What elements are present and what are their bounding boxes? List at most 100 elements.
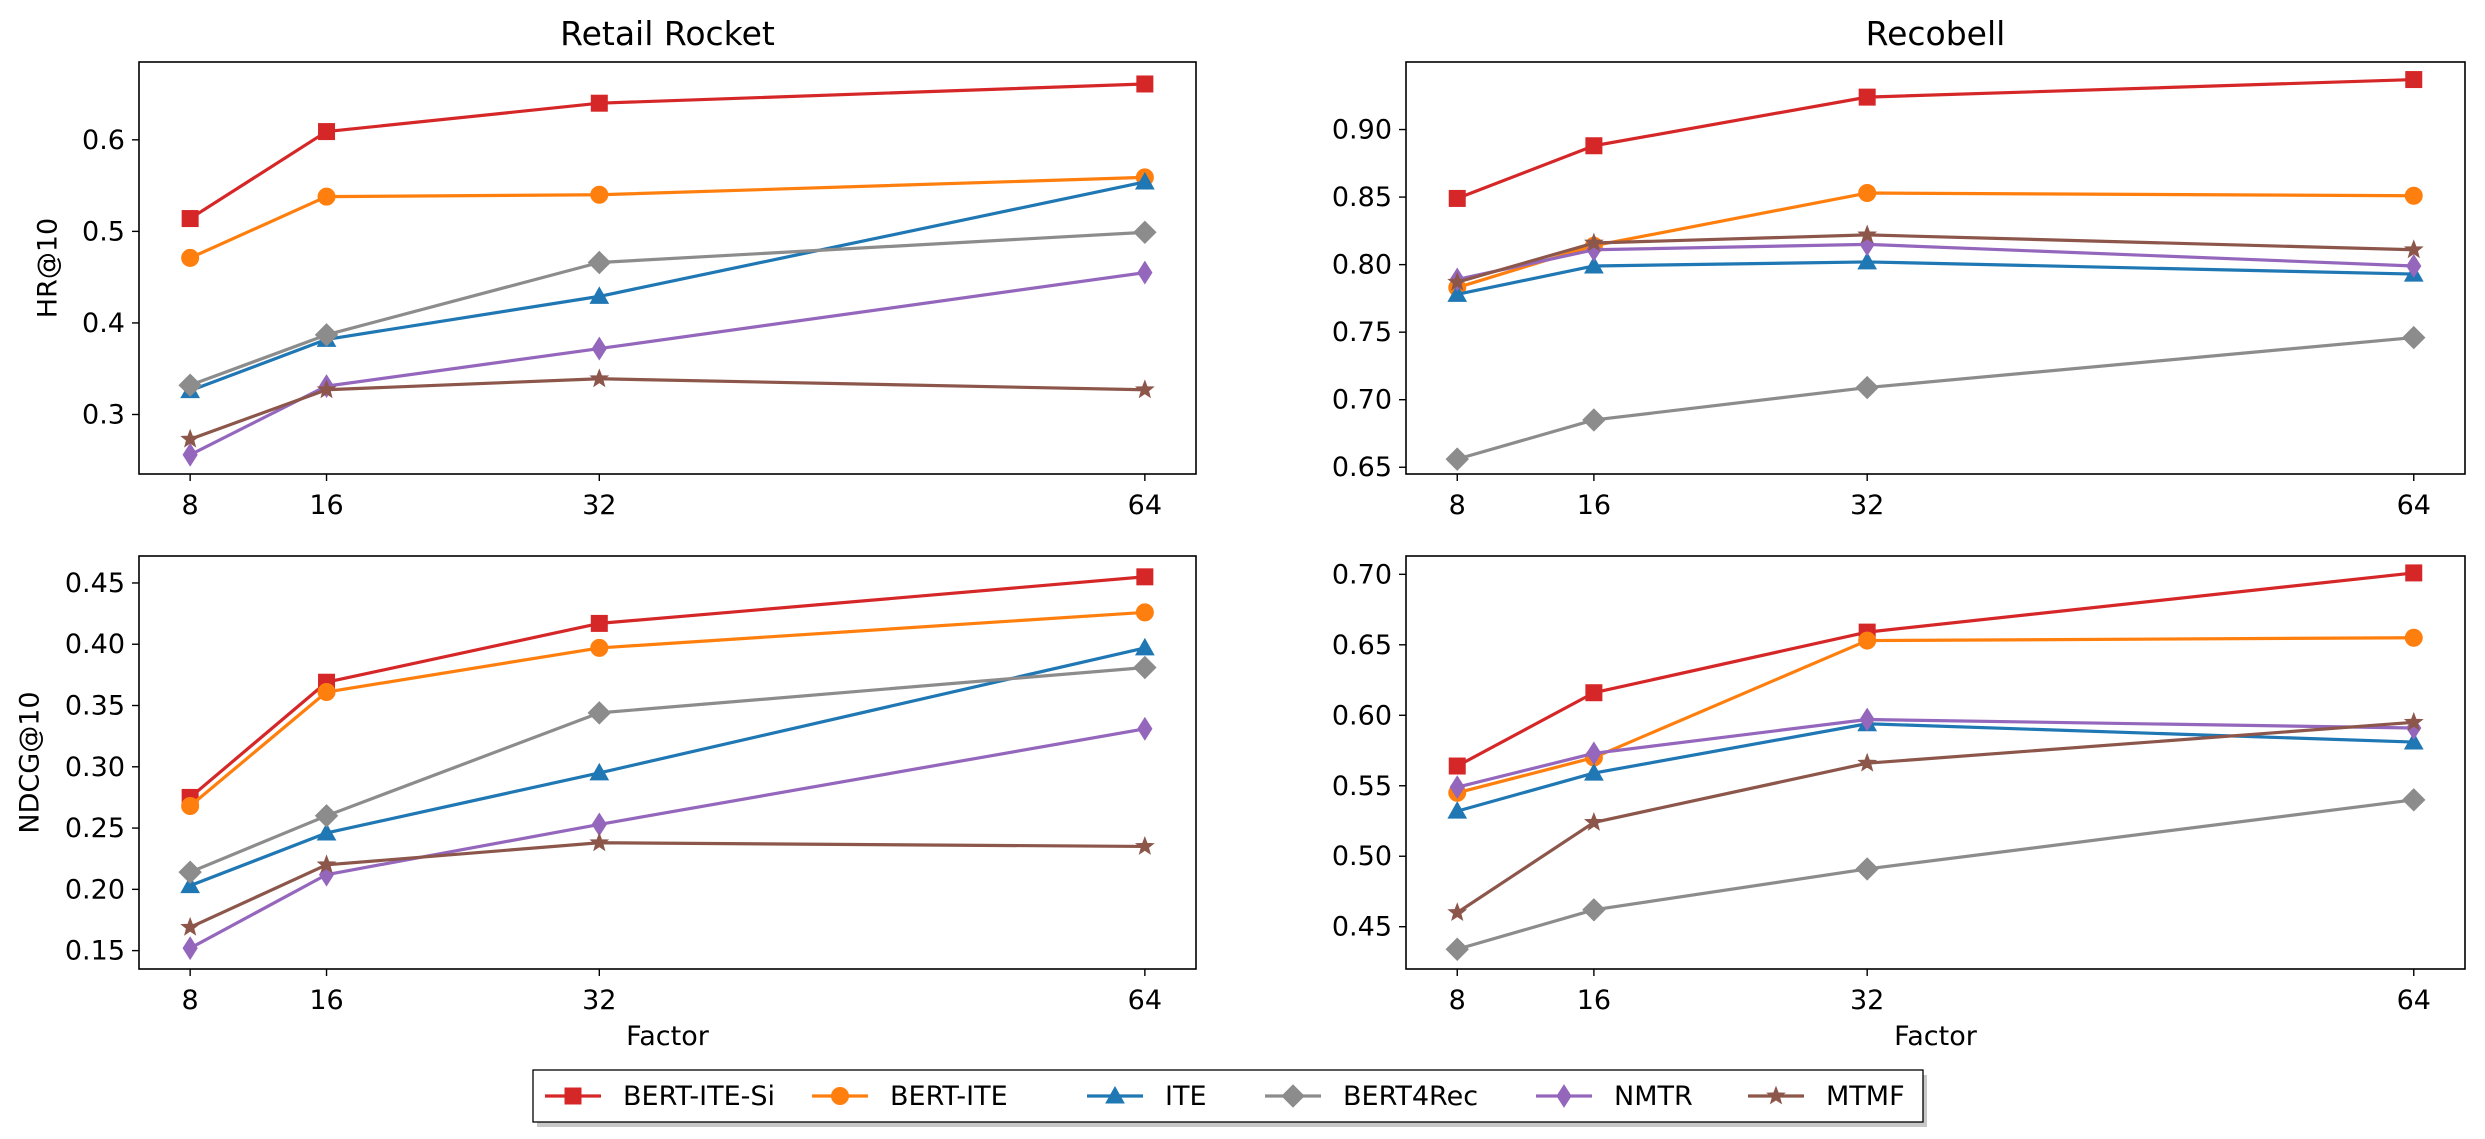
series-bert4rec [178,220,1157,397]
data-point-bert-ite-si [1136,75,1154,93]
legend-marker [831,1087,849,1105]
x-tick-label: 8 [1449,985,1466,1016]
data-point-nmtr [591,812,607,837]
legend-label: BERT-ITE [890,1081,1008,1112]
series-line-bert-ite-si [1456,77,2414,200]
legend-marker [564,1087,582,1105]
data-point-bert-ite [2404,186,2423,205]
x-tick-label: 64 [2397,985,2431,1016]
legend-box [532,1069,1924,1123]
plot-frame [138,555,1197,970]
data-point-bert-ite-si [2405,564,2423,582]
data-point-ite [1584,255,1604,274]
data-point-nmtr [591,336,607,361]
data-point-mtmf [1583,232,1604,252]
data-point-mtmf [589,832,610,852]
series-ite [1447,713,2424,819]
data-point-ite [316,822,337,841]
data-point-nmtr [1859,707,1875,732]
series-mtmf [1447,224,2424,291]
data-point-bert4rec [1445,447,1469,471]
legend-item-bert4rec: BERT4Rec [1265,1081,1478,1112]
data-point-bert4rec [1855,857,1879,881]
data-point-nmtr [1586,741,1602,766]
data-point-ite [1134,171,1155,190]
legend: BERT-ITE-Si BERT-ITE ITE BERT4Rec NMTR MTMF [532,1069,1927,1127]
x-tick-label: 16 [1577,490,1611,521]
series-nmtr [182,260,1153,467]
legend-label: NMTR [1614,1081,1693,1112]
data-point-mtmf [2403,239,2424,259]
y-tick-label: 0.25 [65,813,125,844]
data-point-mtmf [180,428,201,448]
data-point-bert-ite [2404,628,2423,647]
data-point-bert-ite [590,185,609,204]
legend-marker [1556,1084,1572,1108]
series-line-mtmf [1456,233,2414,284]
data-point-ite [1857,251,1878,270]
series-line-bert4rec [1456,798,2414,951]
data-point-nmtr [1137,716,1153,741]
data-point-bert-ite-si [590,94,608,112]
series-line-ite [189,180,1146,393]
x-tick-label: 16 [309,490,343,521]
y-tick-label: 0.40 [65,629,125,660]
plot-frame [138,61,1197,475]
x-tick-label: 64 [1128,490,1162,521]
data-point-mtmf [1134,836,1155,855]
y-tick-label: 0.85 [1332,182,1392,213]
legend-label: ITE [1165,1081,1207,1112]
y-tick-label: 0.15 [65,936,125,967]
y-axis-label: HR@10 [33,218,64,318]
data-point-nmtr [182,936,198,961]
data-point-nmtr [1137,260,1153,285]
y-tick-label: 0.45 [65,568,125,599]
series-ite [180,171,1155,399]
y-tick-label: 0.60 [1332,700,1392,731]
data-point-nmtr [182,442,198,467]
data-point-mtmf [1857,752,1878,772]
data-point-bert4rec [314,323,339,347]
data-point-bert4rec [1582,408,1606,432]
x-axis-label: Factor [626,1021,710,1052]
data-point-bert4rec [587,250,612,275]
series-line-mtmf [1456,720,2414,914]
series-mtmf [180,832,1155,936]
data-point-ite [1447,801,1468,819]
legend-item-bert-ite: BERT-ITE [812,1081,1008,1112]
x-tick-label: 64 [2397,490,2431,521]
plot-frame [1405,61,2466,475]
data-point-ite [180,875,201,894]
legend-marker [1105,1085,1125,1104]
y-tick-label: 0.65 [1332,630,1392,661]
y-tick-label: 0.90 [1332,115,1392,146]
y-tick-label: 0.65 [1332,452,1392,483]
data-point-bert4rec [1133,220,1157,245]
legend-item-nmtr: NMTR [1536,1081,1693,1112]
x-tick-label: 8 [182,490,199,521]
series-line-nmtr [189,270,1146,457]
series-bert-ite-si [1448,564,2423,775]
series-line-bert-ite-si [1456,571,2414,768]
data-point-mtmf [316,379,337,399]
x-tick-label: 8 [1449,490,1466,521]
series-line-ite [1456,260,2414,296]
y-tick-label: 0.6 [82,125,125,156]
data-point-bert-ite-si [1858,88,1876,106]
y-tick-label: 0.35 [65,691,125,722]
x-tick-label: 8 [182,985,199,1016]
data-point-mtmf [1447,271,1468,291]
chart-panel-3: 8 16 32 64 0.15 0.20 0.25 0.30 0.35 0.40 0.45 NDCG@… [15,555,1197,1052]
series-bert4rec [1445,325,2426,471]
series-line-bert-ite-si [189,575,1145,799]
data-point-bert4rec [178,373,202,397]
x-tick-label: 32 [582,985,616,1016]
data-point-bert-ite [181,248,200,267]
series-line-bert-ite-si [189,82,1145,220]
y-tick-label: 0.55 [1332,771,1392,802]
y-tick-label: 0.70 [1332,385,1392,416]
data-point-mtmf [589,368,610,388]
series-line-bert4rec [1456,335,2414,461]
series-line-mtmf [189,841,1145,929]
legend-marker [1281,1084,1305,1108]
